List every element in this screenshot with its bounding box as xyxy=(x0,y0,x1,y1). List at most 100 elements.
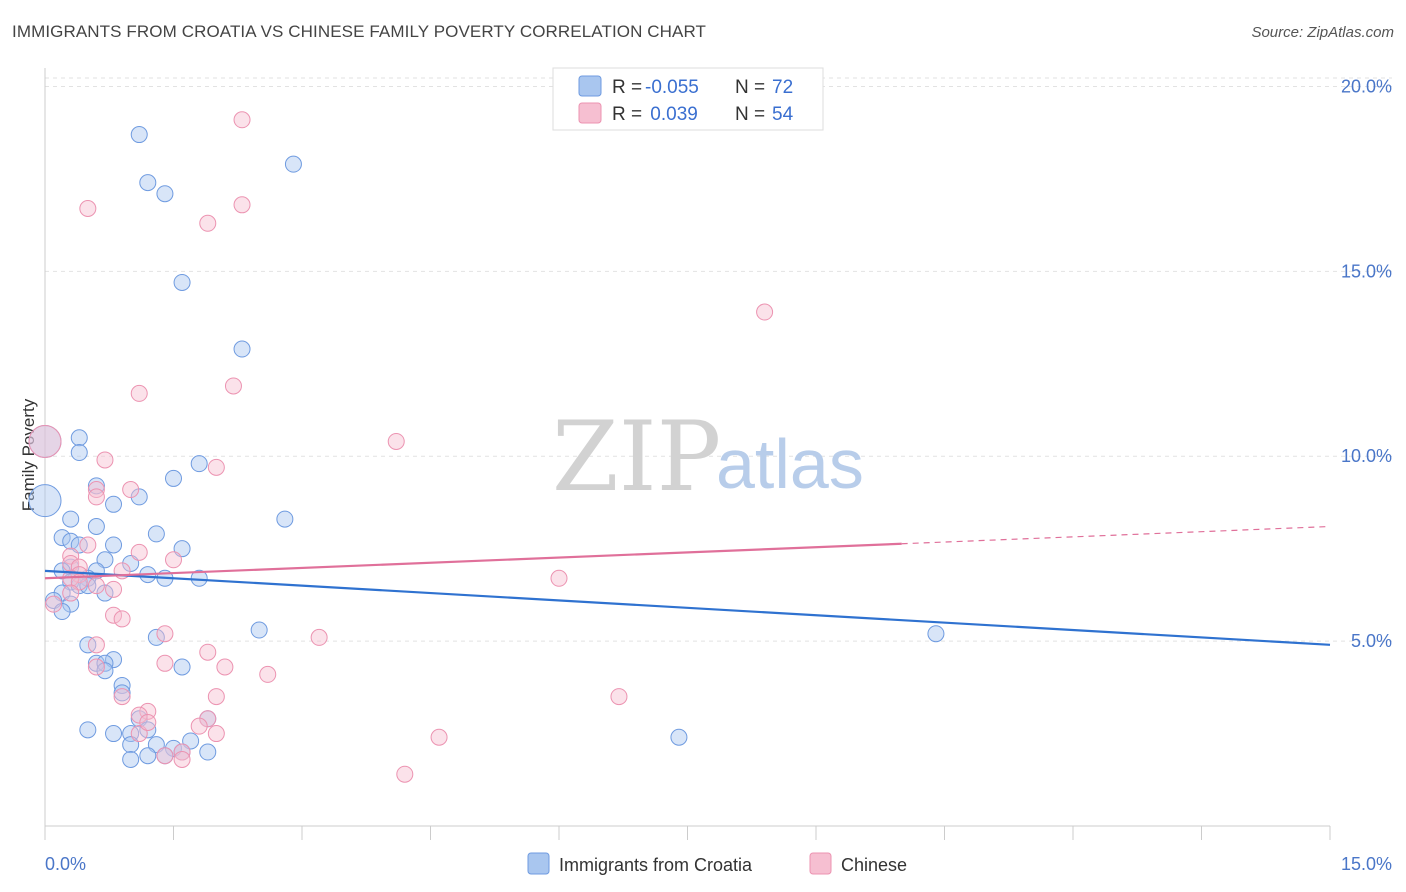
legend-swatch-croatia xyxy=(578,75,602,97)
point-croatia xyxy=(156,185,174,203)
point-chinese xyxy=(122,481,140,499)
point-chinese xyxy=(224,377,242,395)
point-chinese xyxy=(113,688,131,706)
point-croatia xyxy=(199,743,217,761)
point-croatia xyxy=(96,584,114,602)
point-chinese xyxy=(87,481,105,499)
gridlines xyxy=(45,77,1392,642)
point-chinese xyxy=(96,451,114,469)
point-chinese xyxy=(207,688,225,706)
point-croatia xyxy=(284,155,302,173)
legend-swatch-chinese xyxy=(578,102,602,124)
y-tick-label: 20.0% xyxy=(1341,76,1392,96)
point-chinese xyxy=(87,658,105,676)
bottom-legend: Immigrants from Croatia Chinese xyxy=(527,852,907,875)
point-croatia xyxy=(105,536,123,554)
point-chinese xyxy=(233,196,251,214)
y-tick-label: 10.0% xyxy=(1341,446,1392,466)
point-chinese xyxy=(550,569,568,587)
y-tick-label: 5.0% xyxy=(1351,631,1392,651)
y-tick-label: 15.0% xyxy=(1341,261,1392,281)
point-croatia xyxy=(130,126,148,144)
point-chinese xyxy=(87,488,105,506)
x-tick-label-max: 15.0% xyxy=(1341,854,1392,874)
point-croatia xyxy=(87,654,105,672)
point-chinese xyxy=(87,636,105,654)
legend-r-label-2: R = xyxy=(612,104,642,125)
point-chinese xyxy=(233,111,251,129)
x-tick-label-min: 0.0% xyxy=(45,854,86,874)
point-croatia xyxy=(147,628,165,646)
point-croatia xyxy=(28,484,62,518)
series-chinese-points xyxy=(28,111,774,783)
point-chinese xyxy=(199,643,217,661)
point-croatia xyxy=(96,662,114,680)
axes xyxy=(44,68,1331,840)
trend-line-chinese xyxy=(44,542,902,580)
trend-line-croatia xyxy=(44,569,1331,646)
point-chinese xyxy=(199,214,217,232)
legend-n-label-1: N = xyxy=(735,77,765,98)
point-chinese xyxy=(387,432,405,450)
point-chinese xyxy=(79,536,97,554)
point-chinese xyxy=(130,543,148,561)
watermark-zip: ZIP xyxy=(552,401,721,513)
bottom-swatch-croatia xyxy=(527,852,550,875)
point-croatia xyxy=(53,603,71,621)
legend-r-value-1: -0.055 xyxy=(645,77,699,98)
point-chinese xyxy=(430,728,448,746)
legend-n-value-1: 72 xyxy=(772,77,793,98)
point-croatia xyxy=(670,728,688,746)
point-croatia xyxy=(276,510,294,528)
point-croatia xyxy=(139,747,157,765)
point-croatia xyxy=(62,532,80,550)
point-croatia xyxy=(53,529,71,547)
point-chinese xyxy=(165,551,182,569)
point-chinese xyxy=(156,654,174,672)
point-chinese xyxy=(756,303,774,321)
point-chinese xyxy=(156,747,174,765)
watermark: ZIP atlas xyxy=(552,401,864,513)
point-chinese xyxy=(190,717,208,735)
trend-lines xyxy=(44,525,1331,646)
point-chinese xyxy=(62,584,80,602)
point-croatia xyxy=(113,684,131,702)
point-croatia xyxy=(250,621,268,639)
legend-r-value-2: 0.039 xyxy=(645,104,698,125)
point-croatia xyxy=(79,636,97,654)
point-chinese xyxy=(105,580,123,598)
point-chinese xyxy=(45,595,63,613)
point-croatia xyxy=(139,174,157,192)
point-chinese xyxy=(28,424,62,458)
bottom-legend-chinese: Chinese xyxy=(841,855,907,875)
point-croatia xyxy=(87,517,105,535)
point-chinese xyxy=(113,610,131,628)
point-chinese xyxy=(130,706,148,724)
point-chinese xyxy=(207,458,225,476)
chart-title: IMMIGRANTS FROM CROATIA VS CHINESE FAMIL… xyxy=(12,22,707,41)
point-croatia xyxy=(233,340,251,358)
point-croatia xyxy=(190,455,208,473)
bottom-swatch-chinese xyxy=(809,852,832,875)
point-chinese xyxy=(396,765,414,783)
point-chinese xyxy=(199,710,217,728)
point-croatia xyxy=(70,444,88,462)
watermark-atlas: atlas xyxy=(716,425,864,503)
point-chinese xyxy=(173,743,191,761)
point-croatia xyxy=(165,469,182,487)
y-axis-title: Family Poverty xyxy=(19,398,38,511)
point-croatia xyxy=(79,721,97,739)
point-chinese xyxy=(87,577,105,595)
point-chinese xyxy=(207,725,225,743)
trend-line-chinese-extension xyxy=(901,525,1331,545)
legend: R = -0.055 N = 72 R = 0.039 N = 54 xyxy=(552,67,824,131)
point-chinese xyxy=(130,384,148,402)
point-croatia xyxy=(130,488,148,506)
point-chinese xyxy=(105,606,123,624)
tick-labels: 5.0% 10.0% 15.0% 20.0% 0.0% 15.0% xyxy=(45,76,1392,874)
legend-r-label-1: R = xyxy=(612,77,642,98)
source-credit: Source: ZipAtlas.com xyxy=(1251,24,1394,41)
point-chinese xyxy=(259,665,277,683)
bottom-legend-croatia: Immigrants from Croatia xyxy=(559,855,753,875)
